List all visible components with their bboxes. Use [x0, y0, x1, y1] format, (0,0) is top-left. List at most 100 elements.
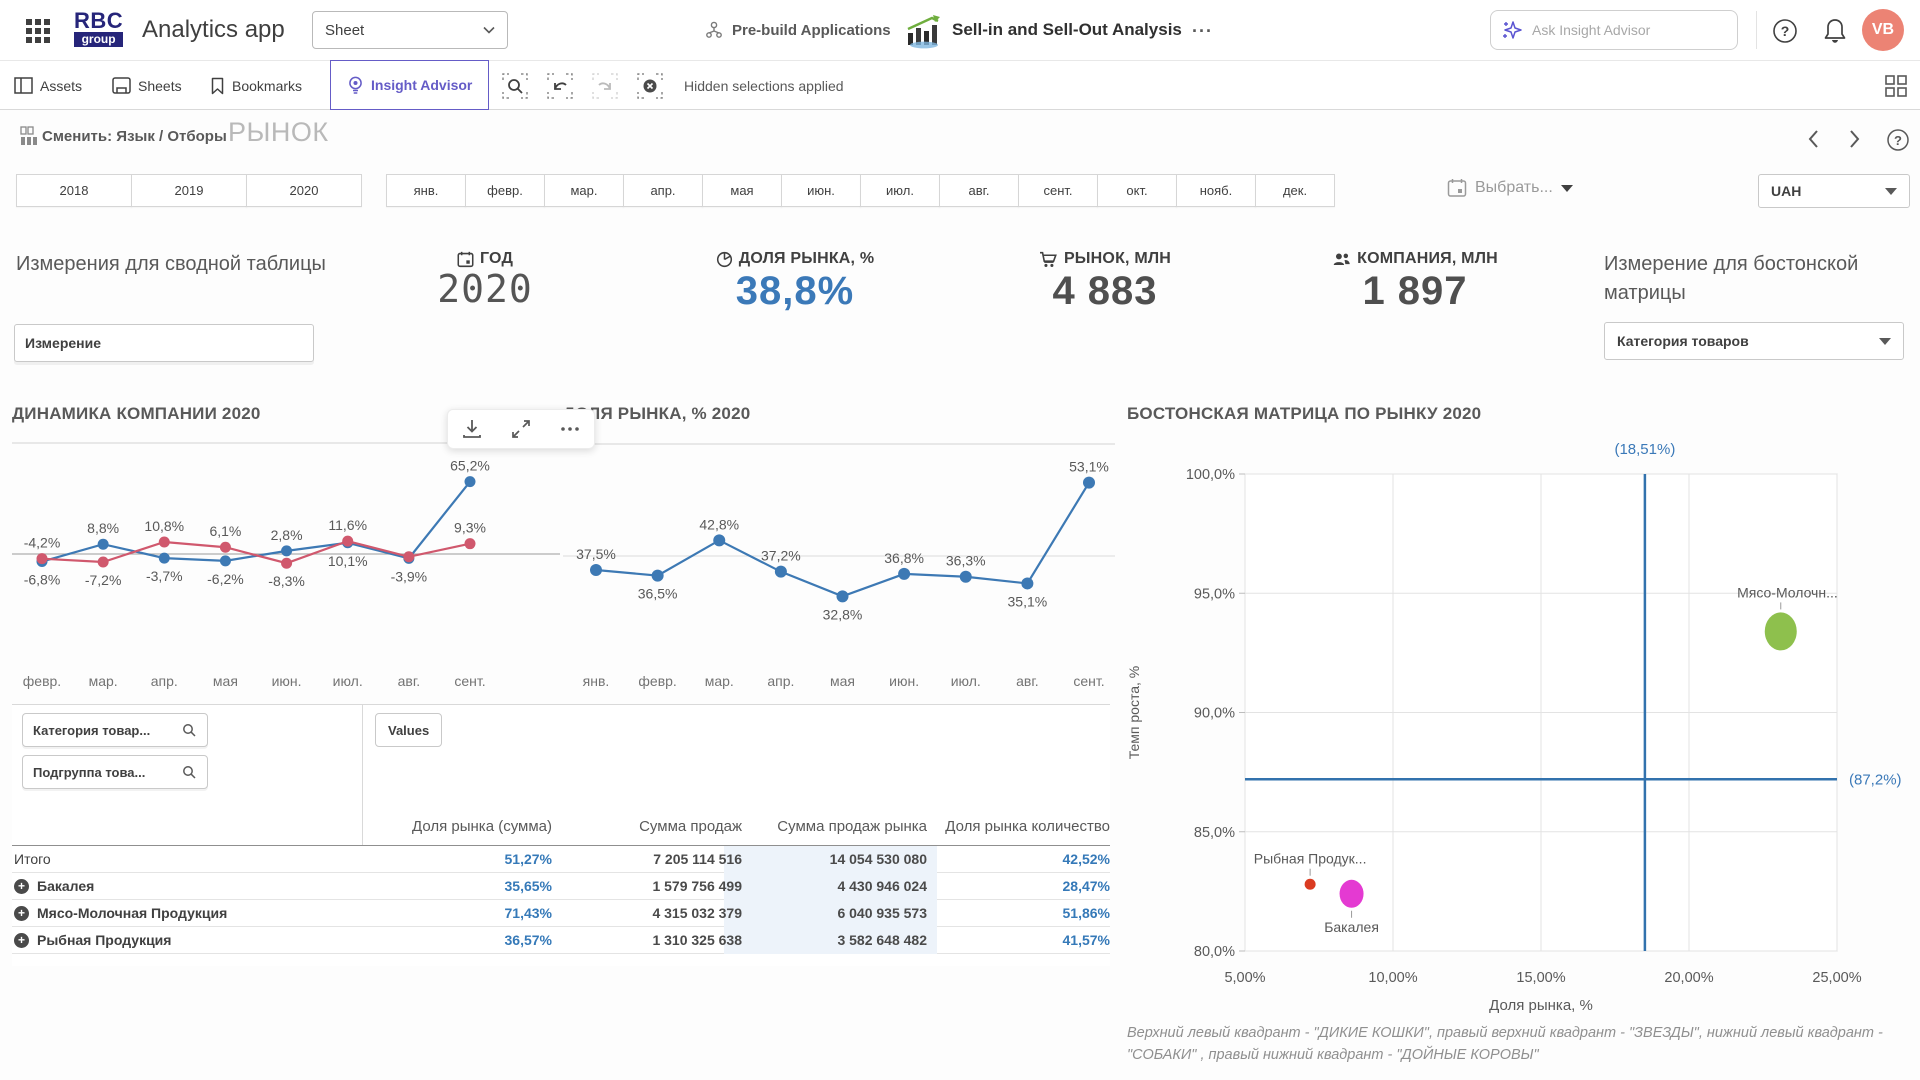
pivot-row-label[interactable]: + Мясо-Молочная Продукция — [14, 905, 227, 921]
insight-advisor-label: Insight Advisor — [371, 77, 473, 93]
month-filter-[interactable]: мая — [702, 174, 782, 207]
sheet-grid-icon[interactable] — [1884, 74, 1908, 98]
sheet-selector[interactable]: Sheet — [312, 11, 508, 49]
pivot-cell[interactable]: 36,57% — [504, 932, 552, 948]
year-filter-2019[interactable]: 2019 — [131, 174, 247, 207]
assets-button[interactable]: Assets — [14, 61, 82, 110]
chart-boston-canvas[interactable]: 5,00% 10,00% 15,00% 20,00% 25,00% 80,0% 85,0% 9… — [1127, 404, 1917, 1014]
pivot-cell[interactable]: 35,65% — [504, 878, 552, 894]
pivot-cell[interactable]: 4 430 946 024 — [837, 878, 927, 894]
year-filter-2020[interactable]: 2020 — [246, 174, 362, 207]
kpi-company-label: КОМПАНИЯ, МЛН — [1357, 250, 1498, 267]
pivot-cell[interactable]: 14 054 530 080 — [829, 851, 927, 867]
svg-text:июл.: июл. — [951, 673, 981, 689]
pivot-cell[interactable]: 51,27% — [504, 851, 552, 867]
pivot-column-header[interactable]: Сумма продаж рынка — [777, 818, 927, 835]
insight-advisor-search[interactable] — [1490, 10, 1738, 50]
month-filter-[interactable]: дек. — [1255, 174, 1335, 207]
pivot-row-label-text: Итого — [14, 851, 51, 867]
svg-text:мая: мая — [830, 673, 855, 689]
pivot-column-header[interactable]: Сумма продаж — [639, 818, 742, 835]
svg-text:мая: мая — [213, 673, 238, 689]
app-launcher-grid-icon[interactable] — [26, 19, 50, 43]
app-title: Analytics app — [142, 16, 285, 43]
pivot-cell[interactable]: 4 315 032 379 — [652, 905, 742, 921]
search-selections-icon[interactable] — [502, 73, 528, 99]
svg-text:53,1%: 53,1% — [1069, 459, 1109, 475]
pivot-cell[interactable]: 71,43% — [504, 905, 552, 921]
redo-selection-icon[interactable] — [592, 73, 618, 99]
pivot-cell[interactable]: 1 579 756 499 — [652, 878, 742, 894]
month-filter-[interactable]: июн. — [781, 174, 861, 207]
chart-dynamics-canvas[interactable]: февр. мар. апр. мая июн. июл. авг. сент. -6,8% 8,… — [12, 428, 560, 700]
date-picker[interactable]: Выбрать... — [1447, 178, 1573, 198]
month-filter-[interactable]: сент. — [1018, 174, 1098, 207]
more-menu-icon[interactable] — [559, 418, 581, 440]
change-language-selections-link[interactable]: Сменить: Язык / Отборы — [42, 128, 227, 145]
values-button[interactable]: Values — [375, 713, 443, 747]
sheet-help-icon[interactable]: ? — [1886, 128, 1910, 152]
fullscreen-icon[interactable] — [510, 418, 532, 440]
svg-text:-3,7%: -3,7% — [146, 568, 183, 584]
undo-selection-icon[interactable] — [547, 73, 573, 99]
expand-icon[interactable]: + — [14, 905, 29, 921]
prebuild-applications-link[interactable]: Pre-build Applications — [704, 20, 891, 40]
pivot-column-header[interactable]: Доля рынка (сумма) — [412, 818, 552, 835]
year-filter-2018[interactable]: 2018 — [16, 174, 132, 207]
pivot-row-label[interactable]: + Рыбная Продукция — [14, 932, 171, 948]
svg-text:?: ? — [1781, 23, 1790, 39]
table-row: + Мясо-Молочная Продукция 71,43% 4 315 032 … — [12, 900, 1110, 927]
expand-icon[interactable]: + — [14, 878, 29, 894]
user-avatar[interactable]: VB — [1862, 9, 1904, 51]
pivot-cell[interactable]: 28,47% — [1062, 878, 1110, 894]
dimension-listbox[interactable]: Измерение — [14, 324, 314, 362]
sheets-button[interactable]: Sheets — [112, 61, 182, 110]
pivot-cell[interactable]: 42,52% — [1062, 851, 1110, 867]
subgroup-filter-chip[interactable]: Подгруппа това... — [22, 755, 208, 789]
next-sheet-chevron-icon[interactable] — [1845, 128, 1863, 150]
dropdown-arrow-icon — [1879, 337, 1891, 345]
boston-quadrants-footnote: Верхний левый квадрант - "ДИКИЕ КОШКИ", … — [1127, 1025, 1883, 1064]
pivot-table: Категория товар... Подгруппа това... Val… — [12, 704, 1110, 966]
expand-icon[interactable]: + — [14, 932, 29, 948]
more-options-icon[interactable]: ... — [1192, 16, 1214, 36]
pivot-column-header[interactable]: Доля рынка количество — [945, 818, 1110, 835]
pivot-row-label[interactable]: + Бакалея — [14, 878, 94, 894]
boston-dimension-label: Измерение для бостонской матрицы — [1604, 253, 1859, 304]
svg-text:апр.: апр. — [767, 673, 794, 689]
month-filter-[interactable]: февр. — [465, 174, 545, 207]
month-filter-[interactable]: нояб. — [1176, 174, 1256, 207]
insight-advisor-button[interactable]: Insight Advisor — [330, 60, 490, 110]
pivot-cell[interactable]: 51,86% — [1062, 905, 1110, 921]
svg-text:-8,3%: -8,3% — [268, 573, 305, 589]
currency-value: UAH — [1771, 183, 1802, 199]
pivot-cell[interactable]: 6 040 935 573 — [837, 905, 927, 921]
pivot-cell[interactable]: 3 582 648 482 — [837, 932, 927, 948]
svg-text:11,6%: 11,6% — [328, 517, 367, 533]
pivot-cell[interactable]: 7 205 114 516 — [653, 851, 742, 867]
svg-text:авг.: авг. — [398, 673, 421, 689]
month-filter-[interactable]: мар. — [544, 174, 624, 207]
boston-dimension-value: Категория товаров — [1617, 333, 1749, 349]
pivot-cell[interactable]: 41,57% — [1062, 932, 1110, 948]
bookmarks-button[interactable]: Bookmarks — [210, 61, 302, 110]
month-filter-[interactable]: окт. — [1097, 174, 1177, 207]
download-icon[interactable] — [461, 418, 483, 440]
category-filter-chip[interactable]: Категория товар... — [22, 713, 208, 747]
month-filter-[interactable]: апр. — [623, 174, 703, 207]
ask-insight-advisor-input[interactable] — [1532, 22, 1712, 38]
boston-dimension-dropdown[interactable]: Категория товаров — [1604, 322, 1904, 360]
notifications-bell-icon[interactable] — [1822, 17, 1848, 45]
logo-text-rbc: RBC — [74, 8, 124, 37]
clear-selections-icon[interactable] — [637, 73, 663, 99]
currency-selector[interactable]: UAH — [1758, 174, 1910, 208]
svg-text:6,1%: 6,1% — [209, 523, 241, 539]
month-filter-[interactable]: янв. — [386, 174, 466, 207]
previous-sheet-chevron-icon[interactable] — [1805, 128, 1823, 150]
pivot-dimensions-label: Измерения для сводной таблицы — [16, 253, 326, 275]
chart-share-canvas[interactable]: янв. февр. мар. апр. мая июн. июл. авг. сент. 37,… — [563, 428, 1115, 700]
month-filter-[interactable]: июл. — [860, 174, 940, 207]
pivot-cell[interactable]: 1 310 325 638 — [652, 932, 742, 948]
help-icon[interactable]: ? — [1772, 18, 1798, 44]
month-filter-[interactable]: авг. — [939, 174, 1019, 207]
